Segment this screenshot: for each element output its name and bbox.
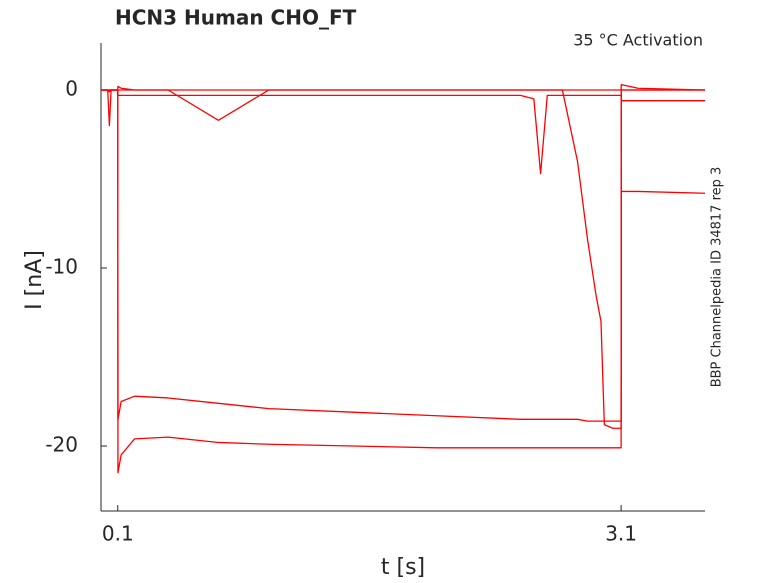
chart-title: HCN3 Human CHO_FT: [115, 6, 357, 30]
trace: [101, 89, 705, 175]
y-axis-label: I [nA]: [22, 250, 47, 310]
annotation: 35 °C Activation: [573, 31, 703, 50]
y-tick-label: -20: [45, 433, 78, 457]
x-tick-label: 3.1: [605, 522, 637, 546]
y-tick-label: -10: [45, 255, 78, 279]
trace: [101, 89, 706, 429]
trace: [101, 89, 705, 422]
x-axis-label: t [s]: [381, 555, 425, 580]
trace: [101, 84, 706, 121]
x-tick-label: 0.1: [102, 522, 134, 546]
side-note: BBP Channelpedia ID 34817 rep 3: [710, 167, 725, 388]
y-tick-label: 0: [65, 76, 78, 100]
trace: [101, 89, 705, 474]
